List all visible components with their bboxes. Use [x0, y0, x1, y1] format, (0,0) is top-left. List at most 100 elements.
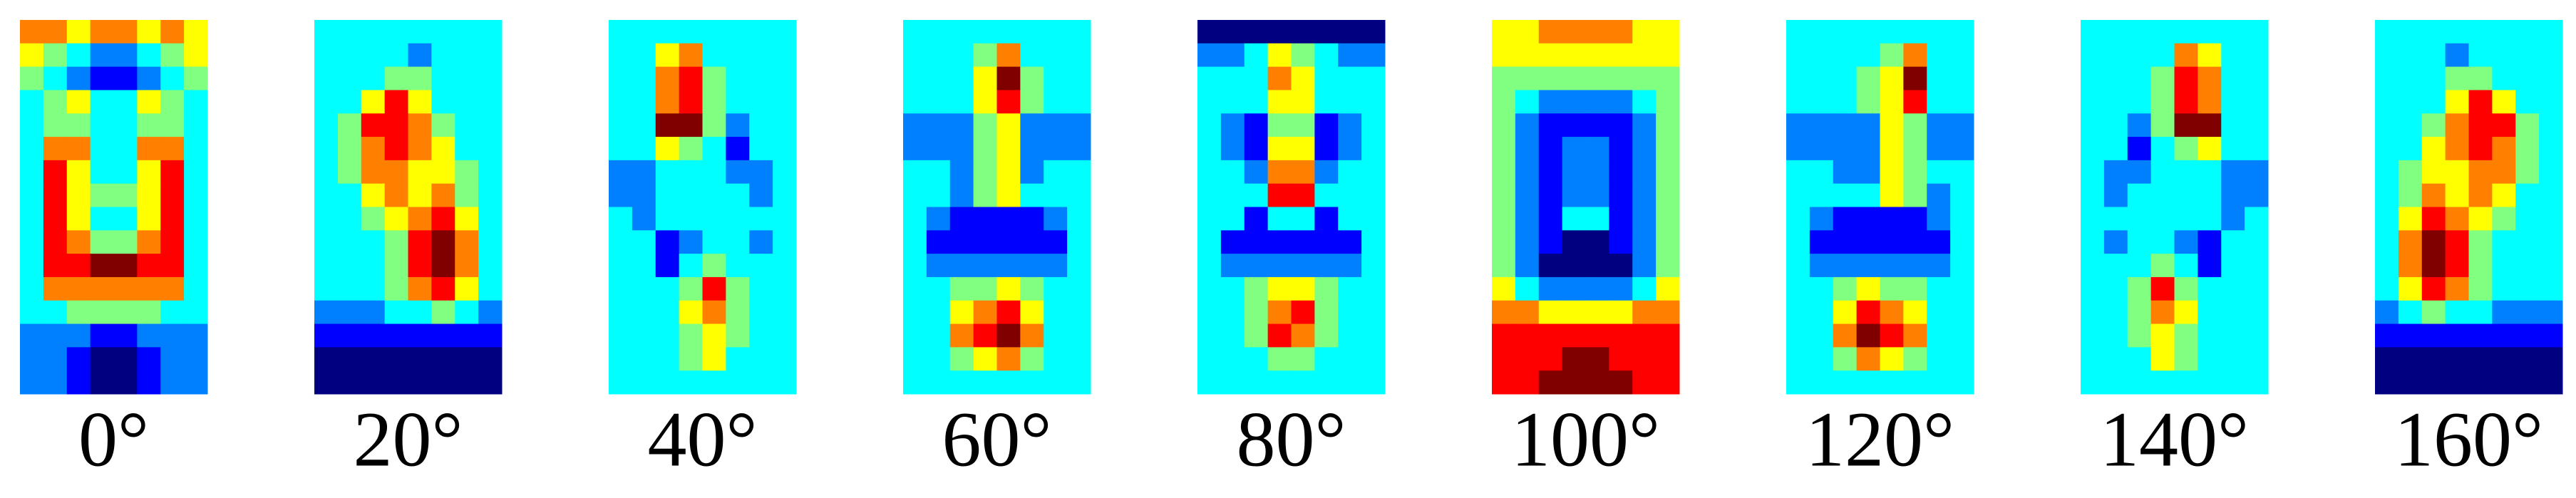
heatmap-cell [2150, 276, 2175, 301]
heatmap-cell [1856, 137, 1880, 161]
heatmap-cell [1950, 113, 1974, 138]
heatmap-cell [2221, 323, 2245, 348]
heatmap-cell [113, 137, 138, 161]
heatmap-cell [1361, 66, 1386, 90]
heatmap-cell [655, 43, 680, 68]
heatmap-cell [1609, 160, 1633, 185]
heatmap-cell [66, 137, 91, 161]
heatmap-cell [1585, 347, 1609, 371]
heatmap-cell [632, 347, 656, 371]
heatmap-cell [949, 20, 974, 44]
heatmap-cell [455, 323, 479, 348]
heatmap-cell [314, 113, 339, 138]
heatmap-cell [2127, 300, 2152, 325]
heatmap-cell [2127, 183, 2152, 207]
heatmap-cell [314, 66, 339, 90]
heatmap [2375, 20, 2563, 395]
heatmap-cell [949, 113, 974, 138]
heatmap-cell [160, 276, 185, 301]
heatmap-cell [431, 160, 455, 185]
heatmap-cell [1880, 66, 1904, 90]
heatmap-cell [679, 323, 703, 348]
heatmap-cell [1361, 113, 1386, 138]
heatmap-cell [973, 370, 997, 395]
heatmap-cell [2198, 347, 2222, 371]
heatmap-cell [1267, 207, 1292, 231]
heatmap-cell [184, 113, 208, 138]
heatmap-cell [160, 20, 185, 44]
heatmap-cell [2150, 323, 2175, 348]
heatmap-cell [1220, 370, 1245, 395]
heatmap-cell [1538, 300, 1563, 325]
heatmap-cell [1044, 207, 1068, 231]
heatmap-cell [1338, 137, 1362, 161]
heatmap-cell [66, 323, 91, 348]
heatmap-cell [973, 137, 997, 161]
heatmap-cell [1809, 300, 1834, 325]
heatmap-cell [1197, 20, 1222, 44]
heatmap-cell [1903, 137, 1927, 161]
heatmap-cell [2103, 90, 2128, 114]
heatmap-cell [632, 300, 656, 325]
heatmap-cell [773, 230, 797, 254]
heatmap-cell [455, 137, 479, 161]
heatmap-cell [2081, 160, 2105, 185]
heatmap-cell [478, 347, 503, 371]
heatmap-cell [949, 254, 974, 278]
heatmap-cell [113, 160, 138, 185]
heatmap-cell [1220, 276, 1245, 301]
heatmap-cell [702, 183, 726, 207]
heatmap-cell [2245, 20, 2269, 44]
heatmap-cell [2421, 90, 2446, 114]
heatmap-cell [1880, 183, 1904, 207]
heatmap [1492, 20, 1680, 395]
heatmap-cell [726, 370, 750, 395]
heatmap-cell [1585, 183, 1609, 207]
heatmap-cell [314, 207, 339, 231]
heatmap-cell [2221, 66, 2245, 90]
heatmap-cell [43, 276, 68, 301]
heatmap-cell [2492, 207, 2516, 231]
heatmap-cell [1609, 183, 1633, 207]
heatmap-cell [2515, 43, 2540, 68]
heatmap-cell [1786, 370, 1810, 395]
heatmap-cell [1291, 43, 1315, 68]
heatmap-cell [2221, 20, 2245, 44]
heatmap-cell [66, 370, 91, 395]
heatmap-cell [679, 276, 703, 301]
heatmap-cell [455, 20, 479, 44]
heatmap-cell [1585, 207, 1609, 231]
heatmap-cell [90, 137, 114, 161]
heatmap-cell [1833, 183, 1858, 207]
heatmap-cell [2445, 276, 2469, 301]
heatmap-cell [2174, 43, 2198, 68]
heatmap-cell [679, 43, 703, 68]
heatmap-cell [973, 230, 997, 254]
heatmap-cell [1656, 230, 1680, 254]
heatmap-cell [2174, 347, 2198, 371]
heatmap-cell [1833, 323, 1858, 348]
heatmap-cell [1067, 90, 1091, 114]
heatmap-cell [1291, 254, 1315, 278]
heatmap-cell [1244, 90, 1269, 114]
heatmap-cell [2421, 160, 2446, 185]
heatmap-cell [1267, 90, 1292, 114]
heatmap-cell [1244, 370, 1269, 395]
heatmap-cell [2445, 254, 2469, 278]
heatmap-cell [337, 90, 362, 114]
heatmap-cell [1267, 300, 1292, 325]
heatmap-cell [455, 254, 479, 278]
heatmap-cell [1880, 230, 1904, 254]
heatmap-cell [2221, 43, 2245, 68]
heatmap-cell [679, 160, 703, 185]
heatmap-cell [726, 347, 750, 371]
heatmap-cell [679, 183, 703, 207]
heatmap-cell [2127, 66, 2152, 90]
heatmap-cell [1515, 300, 1540, 325]
heatmap-cell [1809, 254, 1834, 278]
heatmap-cell [1562, 183, 1586, 207]
heatmap-cell [137, 137, 161, 161]
heatmap-cell [314, 43, 339, 68]
heatmap-cell [2398, 230, 2423, 254]
heatmap-cell [43, 207, 68, 231]
